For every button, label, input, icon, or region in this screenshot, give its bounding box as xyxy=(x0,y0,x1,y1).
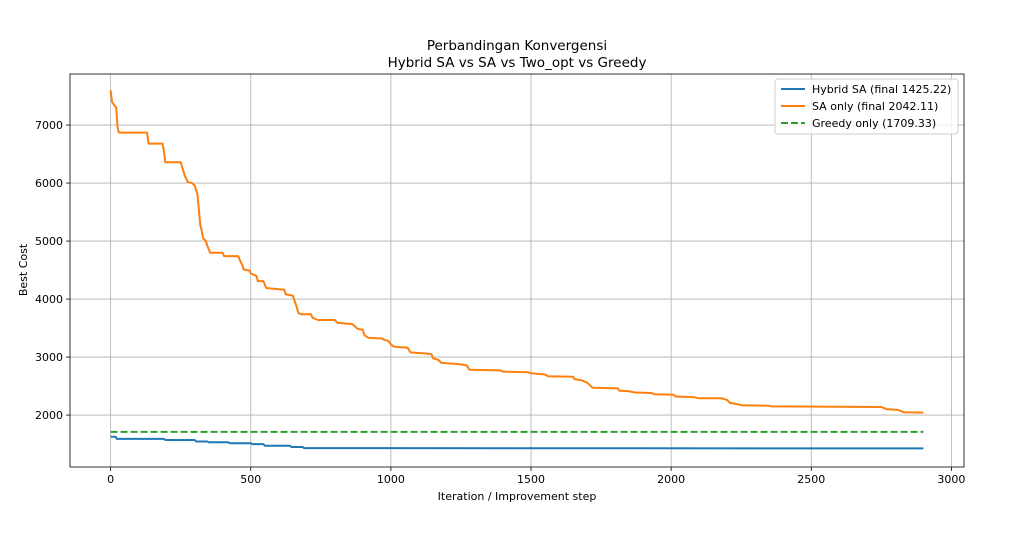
legend-entry-greedy-only: Greedy only (1709.33) xyxy=(812,117,936,130)
x-tick-label-2500: 2500 xyxy=(797,473,825,486)
y-tick-label-5000: 5000 xyxy=(35,235,63,248)
y-tick-label-7000: 7000 xyxy=(35,119,63,132)
legend-box xyxy=(774,78,959,135)
chart-title-line-2: Hybrid SA vs SA vs Two_opt vs Greedy xyxy=(388,55,647,71)
x-tick-label-0: 0 xyxy=(107,473,114,486)
axis-ticks: 0 500 1000 1500 2000 2500 3000 2000 3000 4000 5000… xyxy=(35,119,965,486)
series-layer xyxy=(109,90,924,450)
y-tick-label-3000: 3000 xyxy=(35,351,63,364)
y-tick-label-2000: 2000 xyxy=(35,409,63,422)
x-tick-label-3000: 3000 xyxy=(937,473,965,486)
series-line-sa-only xyxy=(109,90,924,414)
y-tick-label-6000: 6000 xyxy=(35,177,63,190)
plot-frame xyxy=(69,73,965,468)
y-tick-label-4000: 4000 xyxy=(35,293,63,306)
legend: Hybrid SA (final 1425.22) SA only (final… xyxy=(774,78,959,135)
series-line-hybrid-sa xyxy=(110,435,924,450)
legend-entry-sa-only: SA only (final 2042.11) xyxy=(812,100,938,113)
x-tick-label-2000: 2000 xyxy=(657,473,685,486)
x-axis-label: Iteration / Improvement step xyxy=(438,490,597,503)
chart-title-line-1: Perbandingan Konvergensi xyxy=(427,38,607,54)
x-tick-label-500: 500 xyxy=(240,473,261,486)
y-axis-label: Best Cost xyxy=(17,243,30,296)
legend-entry-hybrid-sa: Hybrid SA (final 1425.22) xyxy=(812,83,951,96)
x-tick-label-1500: 1500 xyxy=(517,473,545,486)
x-tick-label-1000: 1000 xyxy=(377,473,405,486)
